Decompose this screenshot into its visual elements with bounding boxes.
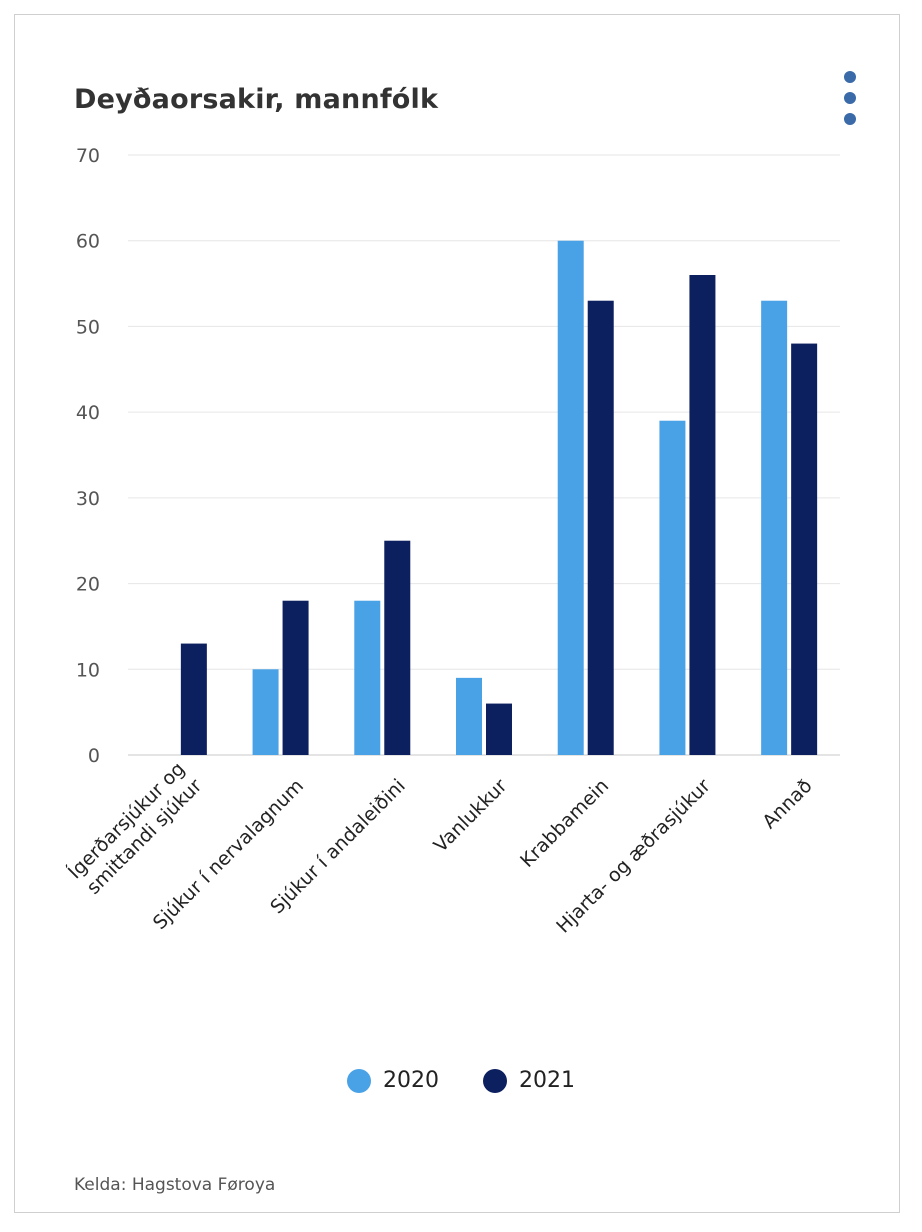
bar-2021-3 <box>486 703 512 755</box>
chart-title: Deyðaorsakir, mannfólk <box>74 84 439 115</box>
x-category-label: Ígerðarsjúkur ogsmittandi sjúkur <box>63 757 206 900</box>
legend: 2020 2021 <box>0 1068 922 1093</box>
x-category-label: Vanlukkur <box>430 775 512 857</box>
y-tick-label: 20 <box>76 574 100 596</box>
bar-2021-0 <box>180 643 207 755</box>
bar-2020-3 <box>456 677 482 755</box>
bar-2021-2 <box>384 540 411 755</box>
bar-2021-6 <box>791 343 818 755</box>
bar-2021-1 <box>282 600 309 755</box>
y-tick-label: 60 <box>76 231 100 253</box>
legend-label-2020: 2020 <box>383 1068 439 1093</box>
x-category-label: Krabbamein <box>516 775 613 872</box>
bar-2020-4 <box>557 240 584 755</box>
y-tick-label: 70 <box>76 145 100 167</box>
menu-dot <box>844 113 856 125</box>
bar-2021-5 <box>689 275 716 755</box>
x-category-label-line: Annað <box>758 775 816 833</box>
chart-card <box>14 14 900 1213</box>
three-dots-vertical-icon <box>844 71 856 83</box>
y-tick-label: 30 <box>76 488 100 510</box>
y-tick-label: 50 <box>76 316 100 338</box>
bar-chart: 0 10 20 30 40 50 60 70 Ígerðarsjúkur ogsmittandi… <box>63 145 840 937</box>
x-category-label: Annað <box>758 775 816 833</box>
bar-2020-5 <box>659 420 686 755</box>
legend-item-2020[interactable]: 2020 <box>347 1068 439 1093</box>
legend-swatch-2020 <box>347 1068 371 1093</box>
y-tick-label: 0 <box>88 745 100 767</box>
legend-label-2021: 2021 <box>519 1068 575 1093</box>
source-credit: Kelda: Hagstova Føroya <box>74 1175 276 1195</box>
chart-menu-button[interactable] <box>838 68 862 128</box>
menu-dot <box>844 92 856 104</box>
x-category-label-line: Vanlukkur <box>430 775 512 857</box>
y-tick-label: 40 <box>76 402 100 424</box>
x-category-label-line: Krabbamein <box>516 775 613 872</box>
bar-2021-4 <box>587 300 614 755</box>
bar-2020-2 <box>354 600 381 755</box>
y-tick-label: 10 <box>76 659 100 681</box>
legend-swatch-2021 <box>483 1068 507 1093</box>
legend-item-2021[interactable]: 2021 <box>483 1068 575 1093</box>
bar-2020-1 <box>252 669 279 755</box>
bar-2020-6 <box>761 300 788 755</box>
